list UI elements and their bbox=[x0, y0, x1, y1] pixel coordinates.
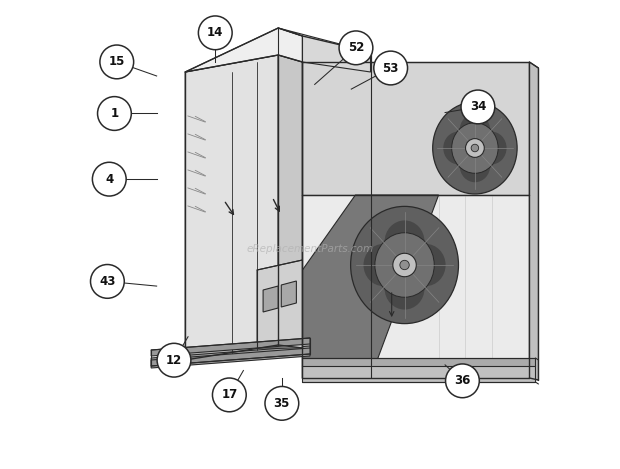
Polygon shape bbox=[151, 338, 310, 356]
Polygon shape bbox=[303, 62, 529, 195]
Ellipse shape bbox=[476, 132, 507, 165]
Polygon shape bbox=[151, 348, 310, 366]
Ellipse shape bbox=[452, 123, 498, 173]
Polygon shape bbox=[151, 346, 310, 368]
Ellipse shape bbox=[433, 102, 517, 194]
Text: 15: 15 bbox=[108, 55, 125, 68]
Polygon shape bbox=[529, 62, 538, 380]
Circle shape bbox=[198, 16, 232, 50]
Polygon shape bbox=[278, 28, 371, 72]
Ellipse shape bbox=[351, 206, 459, 324]
Text: 34: 34 bbox=[470, 100, 486, 113]
Circle shape bbox=[374, 51, 407, 85]
Text: 36: 36 bbox=[454, 374, 471, 387]
Text: 1: 1 bbox=[110, 107, 118, 120]
Text: eReplacementParts.com: eReplacementParts.com bbox=[246, 243, 374, 254]
Text: 14: 14 bbox=[207, 26, 223, 39]
Circle shape bbox=[461, 90, 495, 124]
Circle shape bbox=[339, 31, 373, 65]
Ellipse shape bbox=[459, 150, 490, 182]
Circle shape bbox=[97, 97, 131, 130]
Ellipse shape bbox=[375, 233, 434, 297]
Text: 17: 17 bbox=[221, 388, 237, 401]
Circle shape bbox=[265, 386, 299, 420]
Circle shape bbox=[471, 144, 479, 152]
Ellipse shape bbox=[384, 267, 425, 310]
Polygon shape bbox=[303, 258, 371, 378]
Polygon shape bbox=[303, 195, 438, 378]
Polygon shape bbox=[257, 260, 303, 348]
Circle shape bbox=[91, 265, 124, 298]
Circle shape bbox=[213, 378, 246, 412]
Polygon shape bbox=[303, 195, 529, 378]
Text: 52: 52 bbox=[348, 41, 364, 54]
Polygon shape bbox=[263, 286, 278, 312]
Ellipse shape bbox=[363, 244, 404, 286]
Circle shape bbox=[446, 364, 479, 398]
Ellipse shape bbox=[384, 220, 425, 263]
Circle shape bbox=[400, 260, 409, 270]
Circle shape bbox=[157, 343, 191, 377]
Text: 4: 4 bbox=[105, 173, 113, 186]
Ellipse shape bbox=[459, 114, 490, 147]
Text: 53: 53 bbox=[383, 61, 399, 75]
Polygon shape bbox=[303, 365, 536, 382]
Ellipse shape bbox=[405, 244, 446, 286]
Polygon shape bbox=[281, 281, 296, 307]
Text: 43: 43 bbox=[99, 275, 115, 288]
Polygon shape bbox=[303, 358, 536, 366]
Polygon shape bbox=[182, 340, 310, 365]
Circle shape bbox=[100, 45, 134, 79]
Circle shape bbox=[92, 162, 126, 196]
Ellipse shape bbox=[443, 132, 474, 165]
Polygon shape bbox=[185, 55, 278, 360]
Text: 35: 35 bbox=[273, 397, 290, 410]
Polygon shape bbox=[185, 28, 303, 72]
Text: 12: 12 bbox=[166, 354, 182, 367]
Circle shape bbox=[393, 253, 416, 277]
Circle shape bbox=[466, 139, 484, 158]
Polygon shape bbox=[278, 55, 303, 348]
